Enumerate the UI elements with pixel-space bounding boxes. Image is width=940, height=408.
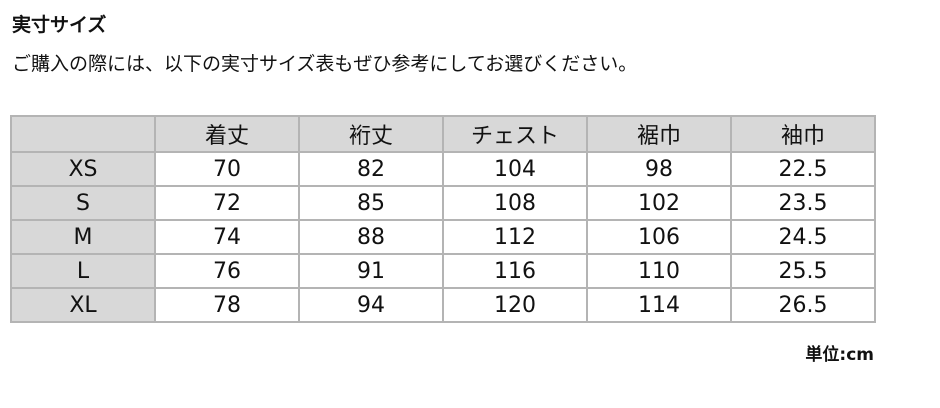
table-row: XL 78 94 120 114 26.5 xyxy=(10,287,876,323)
table-cell: 78 xyxy=(154,287,300,323)
table-cell: 108 xyxy=(442,185,588,221)
size-label: XL xyxy=(10,287,156,323)
unit-label: 単位:cm xyxy=(805,345,874,365)
table-cell: 104 xyxy=(442,151,588,187)
table-cell: 70 xyxy=(154,151,300,187)
table-cell: 72 xyxy=(154,185,300,221)
page-subtitle: ご購入の際には、以下の実寸サイズ表もぜひ参考にしてお選びください。 xyxy=(12,53,638,75)
table-cell: 112 xyxy=(442,219,588,255)
table-cell: 22.5 xyxy=(730,151,876,187)
size-label: S xyxy=(10,185,156,221)
column-header: 裄丈 xyxy=(298,115,444,153)
table-cell: 25.5 xyxy=(730,253,876,289)
page-title: 実寸サイズ xyxy=(12,14,107,36)
column-header: 着丈 xyxy=(154,115,300,153)
size-label: L xyxy=(10,253,156,289)
table-cell: 106 xyxy=(586,219,732,255)
table-cell: 98 xyxy=(586,151,732,187)
table-cell: 82 xyxy=(298,151,444,187)
table-header-row: 着丈 裄丈 チェスト 裾巾 袖巾 xyxy=(10,115,876,153)
table-row: XS 70 82 104 98 22.5 xyxy=(10,151,876,187)
column-header xyxy=(10,115,156,153)
table-cell: 88 xyxy=(298,219,444,255)
size-label: M xyxy=(10,219,156,255)
column-header: 裾巾 xyxy=(586,115,732,153)
column-header: 袖巾 xyxy=(730,115,876,153)
table-cell: 94 xyxy=(298,287,444,323)
table-cell: 91 xyxy=(298,253,444,289)
table-cell: 74 xyxy=(154,219,300,255)
table-cell: 114 xyxy=(586,287,732,323)
table-row: S 72 85 108 102 23.5 xyxy=(10,185,876,221)
table-cell: 120 xyxy=(442,287,588,323)
table-row: L 76 91 116 110 25.5 xyxy=(10,253,876,289)
table-row: M 74 88 112 106 24.5 xyxy=(10,219,876,255)
table-cell: 76 xyxy=(154,253,300,289)
table-cell: 26.5 xyxy=(730,287,876,323)
column-header: チェスト xyxy=(442,115,588,153)
size-table: 着丈 裄丈 チェスト 裾巾 袖巾 XS 70 82 104 98 22.5 S 72 85 108 102 2… xyxy=(10,115,876,323)
table-cell: 102 xyxy=(586,185,732,221)
table-cell: 23.5 xyxy=(730,185,876,221)
size-label: XS xyxy=(10,151,156,187)
table-cell: 24.5 xyxy=(730,219,876,255)
table-cell: 116 xyxy=(442,253,588,289)
table-cell: 85 xyxy=(298,185,444,221)
table-cell: 110 xyxy=(586,253,732,289)
